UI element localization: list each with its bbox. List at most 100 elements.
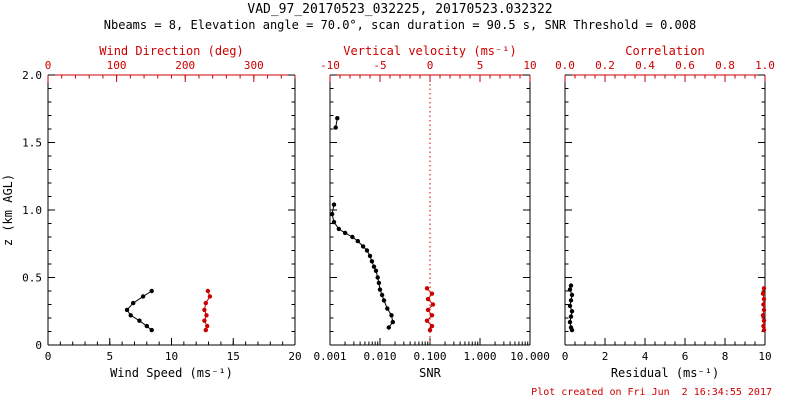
x-tick-label: 10 (165, 350, 178, 363)
snr-profile-point (389, 313, 394, 318)
plot-created-timestamp: Plot created on Fri Jun 2 16:34:55 2017 (531, 387, 772, 398)
residual-point (568, 283, 574, 288)
wind-direction-point (205, 323, 210, 329)
top-tick-label: 10 (523, 59, 536, 72)
panel-residual: 0 2 4 6 8 10 Residual (ms⁻¹) 0.0 0.2 0.4 0.6 0.8 1.0… (555, 44, 775, 380)
wind-speed-point (131, 300, 136, 306)
panel-snr: 0.001 0.010 0.100 1.000 10.000 SNR -10 -5 0 5 10 Ve… (313, 44, 549, 380)
panel-wind: 0 5 10 15 20 Wind Speed (ms⁻¹) 0 100 200 300Wind … (22, 44, 302, 380)
vertical-velocity-point (425, 296, 431, 302)
snr-profile-point (386, 325, 391, 330)
wind-speed-point (149, 327, 154, 333)
x-tick-label: 6 (682, 350, 689, 363)
correlation-point (761, 302, 766, 307)
wind-direction-point (205, 288, 211, 294)
snr-profile-point (367, 253, 373, 259)
wind-direction-point (202, 307, 207, 313)
x-axis-title: SNR (419, 366, 441, 380)
x-tick-label: 4 (642, 350, 649, 363)
top-tick-label: -5 (373, 59, 386, 72)
snr-profile-point (364, 248, 370, 253)
x-tick-label: 0.001 (313, 350, 346, 363)
snr-profile-point (371, 264, 377, 269)
top-tick-label: 300 (244, 59, 264, 72)
snr-profile-point (350, 234, 355, 240)
x-tick-label: 15 (227, 350, 240, 363)
wind-direction-point (207, 294, 213, 299)
vertical-velocity-point (429, 323, 435, 329)
wind-direction-series (202, 288, 213, 333)
top-axis-title: Vertical velocity (ms⁻¹) (343, 44, 516, 58)
wind-direction-point (203, 327, 208, 333)
y-axis-title: z (km AGL) (1, 174, 15, 246)
x-tick-label: 0.100 (413, 350, 446, 363)
correlation-point (761, 318, 767, 323)
plot-subtitle: Nbeams = 8, Elevation angle = 70.0°, sca… (103, 18, 697, 32)
top-tick-label: 0.0 (555, 59, 575, 72)
vertical-velocity-point (425, 307, 431, 313)
correlation-point (761, 327, 767, 333)
snr-profile-point (331, 219, 337, 225)
residual-point (568, 298, 574, 303)
x-tick-label: 1.000 (463, 350, 496, 363)
plot-title: VAD_97_20170523_032225, 20170523.032322 (247, 2, 553, 17)
correlation-point (761, 286, 767, 291)
snr-profile-series (329, 116, 395, 330)
x-tick-label: 20 (288, 350, 301, 363)
snr-profile-point (369, 259, 375, 264)
snr-profile-point (385, 306, 390, 311)
correlation-point (760, 291, 766, 296)
top-axis-title: Correlation (625, 44, 704, 58)
y-tick-label: 1.0 (22, 204, 42, 217)
y-tick-label: 0.5 (22, 272, 42, 285)
snr-profile-point (336, 226, 341, 232)
snr-profile-point (377, 287, 383, 292)
residual-point (567, 303, 573, 309)
wind-direction-point (204, 313, 209, 318)
x-axis-title: Residual (ms⁻¹) (611, 366, 719, 380)
snr-profile-point (333, 125, 338, 130)
snr-profile-line (331, 204, 394, 328)
vertical-velocity-point (430, 302, 436, 307)
residual-point (567, 319, 573, 325)
vertical-velocity-point (429, 291, 435, 296)
y-tick-label: 0 (35, 339, 42, 352)
top-tick-label: 0.8 (715, 59, 735, 72)
snr-profile-point (375, 275, 380, 280)
residual-point (569, 292, 575, 298)
correlation-point (761, 307, 767, 313)
correlation-point (761, 296, 767, 302)
top-tick-label: 100 (107, 59, 127, 72)
wind-direction-point (203, 300, 208, 306)
residual-line (569, 285, 573, 331)
snr-profile-point (329, 211, 335, 217)
wind-speed-point (128, 313, 133, 318)
snr-profile-point (331, 202, 337, 207)
wind-speed-point (140, 294, 146, 299)
y-tick-label: 2.0 (22, 69, 42, 82)
vertical-velocity-point (424, 318, 430, 323)
wind-direction-point (202, 318, 207, 323)
snr-profile-point (376, 280, 382, 286)
vertical-velocity-point (427, 327, 433, 333)
residual-point (567, 287, 573, 292)
top-tick-label: 0.6 (675, 59, 695, 72)
snr-profile-point (373, 268, 379, 273)
x-tick-label: 5 (106, 350, 113, 363)
x-tick-label: 10 (758, 350, 771, 363)
correlation-point (760, 313, 766, 318)
residual-point (569, 309, 575, 314)
wind-speed-point (137, 318, 142, 323)
top-tick-label: 1.0 (755, 59, 775, 72)
snr-profile-point (342, 230, 348, 236)
top-axis-title: Wind Direction (deg) (99, 44, 244, 58)
y-tick-label: 1.5 (22, 137, 42, 150)
x-axis-title: Wind Speed (ms⁻¹) (110, 366, 233, 380)
top-tick-label: 0 (427, 59, 434, 72)
top-tick-label: 0.4 (635, 59, 655, 72)
snr-profile-point (390, 319, 395, 325)
x-tick-label: 10.000 (510, 350, 550, 363)
x-tick-label: 0 (562, 350, 569, 363)
